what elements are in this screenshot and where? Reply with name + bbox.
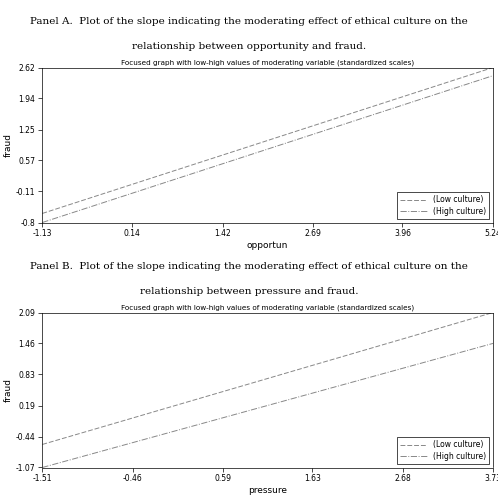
Legend: (Low culture), (High culture): (Low culture), (High culture) — [397, 438, 489, 464]
X-axis label: pressure: pressure — [248, 486, 287, 495]
Title: Focused graph with low-high values of moderating variable (standardized scales): Focused graph with low-high values of mo… — [121, 60, 414, 66]
Legend: (Low culture), (High culture): (Low culture), (High culture) — [397, 192, 489, 218]
Y-axis label: fraud: fraud — [4, 378, 13, 402]
Y-axis label: fraud: fraud — [4, 133, 13, 157]
Text: Panel B.  Plot of the slope indicating the moderating effect of ethical culture : Panel B. Plot of the slope indicating th… — [30, 262, 468, 271]
X-axis label: opportun: opportun — [247, 241, 288, 250]
Text: Panel A.  Plot of the slope indicating the moderating effect of ethical culture : Panel A. Plot of the slope indicating th… — [30, 17, 468, 26]
Text: relationship between pressure and fraud.: relationship between pressure and fraud. — [140, 287, 358, 296]
Text: relationship between opportunity and fraud.: relationship between opportunity and fra… — [132, 42, 366, 51]
Title: Focused graph with low-high values of moderating variable (standardized scales): Focused graph with low-high values of mo… — [121, 304, 414, 311]
